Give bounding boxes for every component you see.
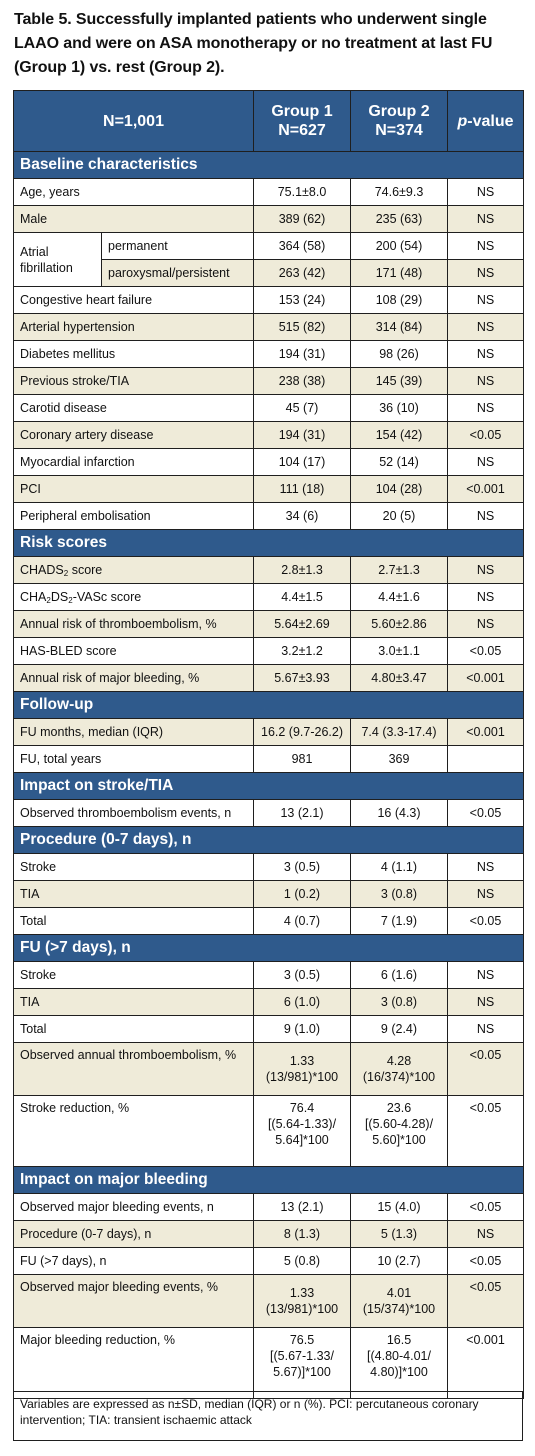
section-risk-scores: Risk scores — [13, 529, 524, 557]
table-row: Diabetes mellitus 194 (31) 98 (26) NS — [13, 340, 524, 368]
table-row: Total 9 (1.0) 9 (2.4) NS — [13, 1015, 524, 1043]
table-row: Observed annual thromboembolism, % 1.33(… — [13, 1042, 524, 1096]
table-row: Congestive heart failure 153 (24) 108 (29)… — [13, 286, 524, 314]
section-follow-up: Follow-up — [13, 691, 524, 719]
table-footnote: Variables are expressed as n±SD, median … — [13, 1391, 523, 1441]
table-row: FU months, median (IQR) 16.2 (9.7-26.2) 7.… — [13, 718, 524, 746]
table-row: Major bleeding reduction, % 76.5 [(5.67-1… — [13, 1327, 524, 1399]
header-p-value: p-value — [447, 90, 524, 152]
header-n: N=1,001 — [13, 90, 254, 152]
table-caption: Table 5. Successfully implanted patients… — [14, 11, 493, 76]
table-row: Peripheral embolisation 34 (6) 20 (5) NS — [13, 502, 524, 530]
table-row: Observed major bleeding events, n 13 (2.1… — [13, 1193, 524, 1221]
table-row: Male 389 (62) 235 (63) NS — [13, 205, 524, 233]
header-group1: Group 1 N=627 — [253, 90, 351, 152]
section-impact-bleeding: Impact on major bleeding — [13, 1166, 524, 1194]
table-row: Annual risk of major bleeding, % 5.67±3.9… — [13, 664, 524, 692]
table-row: CHADS2 score 2.8±1.3 2.7±1.3 NS — [13, 556, 524, 584]
table-row: Previous stroke/TIA 238 (38) 145 (39) NS — [13, 367, 524, 395]
results-table: N=1,001 Group 1 N=627 Group 2 N=374 p-valu… — [13, 90, 524, 1399]
table-row: Atrial fibrillation permanent 364 (58) 200… — [13, 232, 524, 287]
af-label: Atrial fibrillation — [13, 232, 102, 287]
section-baseline: Baseline characteristics — [13, 151, 524, 179]
table-row: HAS-BLED score 3.2±1.2 3.0±1.1 <0.05 — [13, 637, 524, 665]
table-row: Coronary artery disease 194 (31) 154 (42) <… — [13, 421, 524, 449]
table-row: CHA2DS2-VASc score 4.4±1.5 4.4±1.6 NS — [13, 583, 524, 611]
table-header-row: N=1,001 Group 1 N=627 Group 2 N=374 p-valu… — [13, 90, 524, 152]
table-row: Myocardial infarction 104 (17) 52 (14) NS — [13, 448, 524, 476]
table-row: paroxysmal/persistent 263 (42) 171 (48) NS — [14, 259, 524, 287]
table-row: Annual risk of thromboembolism, % 5.64±2.… — [13, 610, 524, 638]
table-row: Stroke reduction, % 76.4 [(5.64-1.33)/5.6… — [13, 1095, 524, 1167]
table-row: FU, total years 981 369 — [13, 745, 524, 773]
table-row: PCI 111 (18) 104 (28) <0.001 — [13, 475, 524, 503]
table-row: TIA 6 (1.0) 3 (0.8) NS — [13, 988, 524, 1016]
table-row: Stroke 3 (0.5) 6 (1.6) NS — [13, 961, 524, 989]
section-fu: FU (>7 days), n — [13, 934, 524, 962]
section-impact-stroke: Impact on stroke/TIA — [13, 772, 524, 800]
table-row: Observed thromboembolism events, n 13 (2.… — [13, 799, 524, 827]
table-row: Total 4 (0.7) 7 (1.9) <0.05 — [13, 907, 524, 935]
table-row: TIA 1 (0.2) 3 (0.8) NS — [13, 880, 524, 908]
table-row: Age, years 75.1±8.0 74.6±9.3 NS — [13, 178, 524, 206]
table-row: Arterial hypertension 515 (82) 314 (84) NS — [13, 313, 524, 341]
table-row: Stroke 3 (0.5) 4 (1.1) NS — [13, 853, 524, 881]
section-procedure: Procedure (0-7 days), n — [13, 826, 524, 854]
table-row: Observed major bleeding events, % 1.33 (1… — [13, 1274, 524, 1328]
header-group2: Group 2 N=374 — [350, 90, 448, 152]
table-row: Carotid disease 45 (7) 36 (10) NS — [13, 394, 524, 422]
